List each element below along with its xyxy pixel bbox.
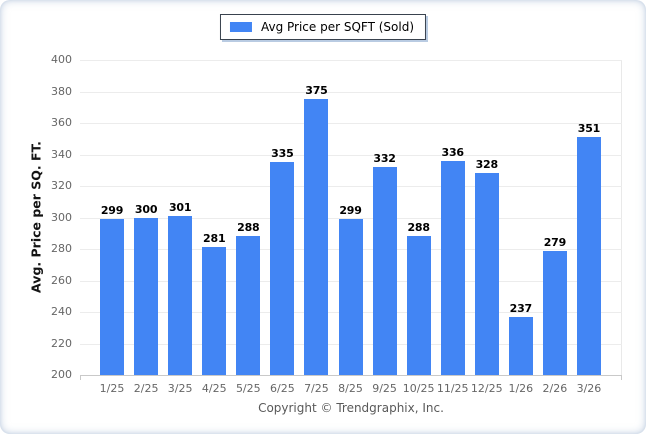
bar-value-label: 299 xyxy=(100,204,124,218)
x-tick-label: 10/25 xyxy=(402,382,435,395)
x-tick-label: 6/25 xyxy=(270,382,295,395)
x-tick-label: 4/25 xyxy=(201,382,227,395)
x-tick-label: 11/25 xyxy=(436,382,469,395)
bar-2-25[interactable] xyxy=(134,217,159,375)
gridline xyxy=(80,91,622,93)
legend-label: Avg Price per SQFT (Sold) xyxy=(260,20,415,34)
bar-value-label: 328 xyxy=(475,158,499,172)
bar-6-25[interactable] xyxy=(270,162,295,375)
y-tick-label: 280 xyxy=(51,242,72,255)
x-tick-label: 12/25 xyxy=(470,382,503,395)
y-tick-label: 320 xyxy=(51,179,72,192)
bar-value-label: 332 xyxy=(373,152,396,166)
bar-value-label: 351 xyxy=(577,122,601,136)
bar-value-label: 299 xyxy=(339,204,362,218)
x-tick-label: 3/25 xyxy=(167,382,193,395)
bar-1-26[interactable] xyxy=(508,316,533,375)
bar-value-label: 288 xyxy=(237,221,260,235)
y-tick-label: 400 xyxy=(51,53,72,66)
bar-2-26[interactable] xyxy=(542,250,567,375)
y-tick-label: 380 xyxy=(51,84,72,98)
gridline xyxy=(80,60,622,61)
x-axis-baseline xyxy=(80,375,622,376)
x-tick-label: 2/26 xyxy=(542,382,568,395)
y-tick-label: 360 xyxy=(51,116,72,129)
bar-12-25[interactable] xyxy=(474,173,499,375)
bar-value-label: 375 xyxy=(305,84,328,98)
x-tick-label: 1/25 xyxy=(99,382,125,395)
legend-swatch-icon xyxy=(229,22,252,32)
bar-7-25[interactable] xyxy=(304,99,329,375)
x-axis-tick xyxy=(80,375,81,380)
x-tick-label: 8/25 xyxy=(338,382,363,395)
bar-value-label: 336 xyxy=(441,145,465,159)
bar-value-label: 335 xyxy=(271,147,294,161)
bar-8-25[interactable] xyxy=(338,219,363,375)
x-tick-label: 5/25 xyxy=(235,382,261,395)
x-tick-label: 1/26 xyxy=(508,382,534,395)
plot-area xyxy=(80,60,622,380)
gridline xyxy=(80,123,622,124)
y-tick-label: 220 xyxy=(51,336,72,350)
y-tick-label: 240 xyxy=(51,305,72,318)
bar-value-label: 237 xyxy=(509,301,533,315)
bar-3-26[interactable] xyxy=(576,137,601,375)
gridline xyxy=(80,217,622,219)
bar-9-25[interactable] xyxy=(372,167,397,375)
bar-5-25[interactable] xyxy=(236,236,261,375)
bar-value-label: 288 xyxy=(407,221,430,235)
copyright-text: Copyright © Trendgraphix, Inc. xyxy=(258,401,444,415)
bar-3-25[interactable] xyxy=(168,215,193,375)
gridline xyxy=(80,186,622,187)
y-tick-label: 200 xyxy=(51,368,72,381)
gridline xyxy=(80,154,622,156)
y-tick-label: 300 xyxy=(51,210,72,224)
bar-11-25[interactable] xyxy=(440,160,465,375)
bar-value-label: 300 xyxy=(134,202,158,216)
x-tick-label: 2/25 xyxy=(133,382,159,395)
y-tick-label: 260 xyxy=(51,273,72,287)
x-tick-label: 9/25 xyxy=(372,382,397,395)
y-tick-label: 340 xyxy=(51,147,72,161)
legend[interactable]: Avg Price per SQFT (Sold) xyxy=(219,14,427,40)
x-tick-label: 7/25 xyxy=(304,382,329,395)
x-tick-label: 3/26 xyxy=(576,382,602,395)
bar-value-label: 301 xyxy=(168,200,192,214)
bar-1-25[interactable] xyxy=(100,219,125,375)
bar-10-25[interactable] xyxy=(406,236,431,375)
bar-value-label: 281 xyxy=(203,232,226,246)
x-axis-tick xyxy=(621,375,622,380)
bar-value-label: 279 xyxy=(543,235,567,249)
bar-4-25[interactable] xyxy=(202,247,227,375)
